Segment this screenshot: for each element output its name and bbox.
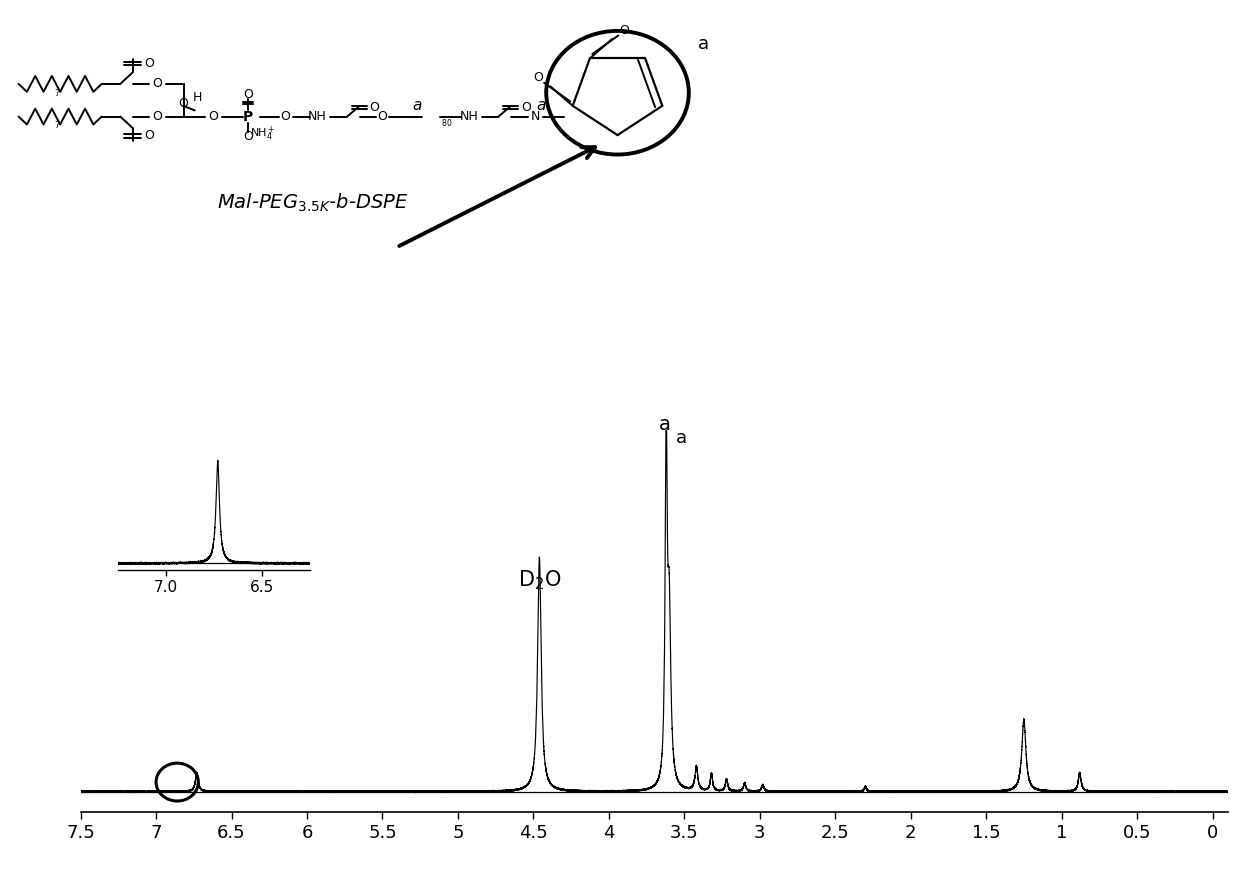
Text: $_7$: $_7$ xyxy=(53,120,61,132)
Text: NH: NH xyxy=(308,110,327,123)
Text: O: O xyxy=(370,102,379,114)
Text: O: O xyxy=(153,110,162,123)
Text: O: O xyxy=(179,97,188,109)
Text: a: a xyxy=(536,99,546,113)
Text: $_{80}$: $_{80}$ xyxy=(440,117,453,130)
Text: a: a xyxy=(412,99,422,113)
Text: O: O xyxy=(208,110,218,123)
Text: P: P xyxy=(243,109,253,124)
Text: a: a xyxy=(698,35,709,53)
Text: H: H xyxy=(192,91,202,103)
Text: O: O xyxy=(533,71,543,84)
Text: O: O xyxy=(144,57,154,70)
Text: O: O xyxy=(153,78,162,90)
Text: O: O xyxy=(243,131,253,143)
Text: O: O xyxy=(280,110,290,123)
Text: O: O xyxy=(243,88,253,101)
Text: a: a xyxy=(658,415,671,434)
Text: O: O xyxy=(377,110,387,123)
Text: O: O xyxy=(144,130,154,142)
Text: O: O xyxy=(521,102,531,114)
Text: D$_2$O: D$_2$O xyxy=(517,569,562,592)
Text: NH$_4^+$: NH$_4^+$ xyxy=(250,125,275,143)
Text: $_7$: $_7$ xyxy=(53,87,61,100)
Text: N: N xyxy=(531,110,541,123)
Text: O: O xyxy=(620,24,630,37)
Text: a: a xyxy=(676,429,687,447)
Text: NH: NH xyxy=(459,110,479,123)
Text: Mal-PEG$_{3.5K}$-$b$-DSPE: Mal-PEG$_{3.5K}$-$b$-DSPE xyxy=(217,192,409,215)
